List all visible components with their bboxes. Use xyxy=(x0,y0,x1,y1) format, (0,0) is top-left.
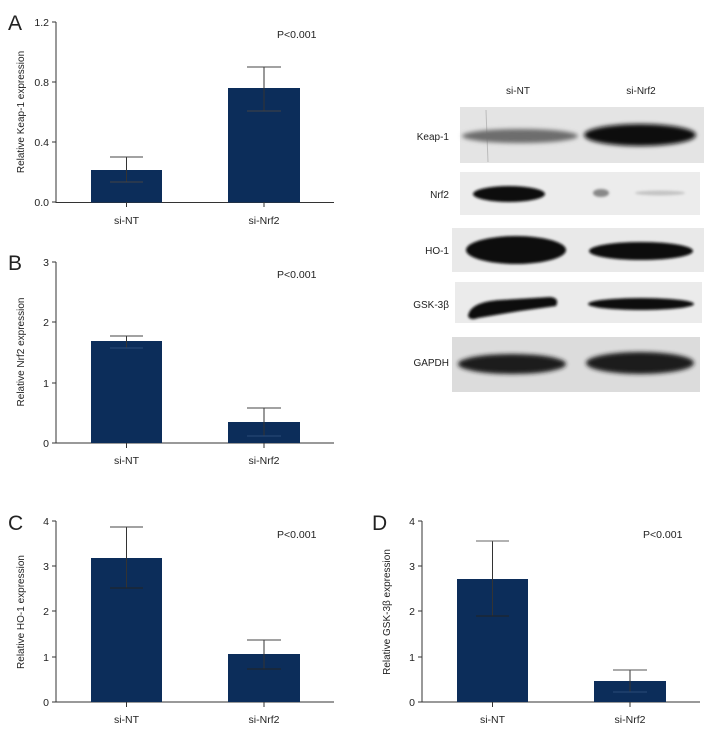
panel-letter-c: C xyxy=(8,512,23,535)
y-tick-label: 1 xyxy=(43,652,49,664)
y-axis-label-a: Relative Keap-1 expression xyxy=(16,51,27,173)
panel-letter-a: A xyxy=(8,12,22,35)
blot-band-label: GAPDH xyxy=(413,358,449,369)
blot-row-gapdh: GAPDH xyxy=(413,337,700,392)
blot-row-gsk3b: GSK-3β xyxy=(413,282,702,323)
y-tick-label: 2 xyxy=(43,606,49,618)
blot-lane-label: si-Nrf2 xyxy=(626,86,656,97)
x-category-label: si-NT xyxy=(114,714,140,726)
blot-band-label: Nrf2 xyxy=(430,190,449,201)
y-tick-label: 4 xyxy=(43,516,49,528)
panel-letter-b: B xyxy=(8,252,22,275)
chart-panel-b: B Relative Nrf2 expression P<0.001 3 2 1… xyxy=(8,252,334,467)
y-tick-label: 0.8 xyxy=(34,77,49,89)
y-axis-a: 1.2 0.8 0.4 0.0 xyxy=(34,17,57,209)
bar-si-nrf2-b xyxy=(228,407,300,448)
y-tick-label: 1 xyxy=(43,378,49,390)
y-axis-c: 4 3 2 1 0 xyxy=(43,516,57,709)
p-value-c: P<0.001 xyxy=(277,529,317,541)
x-category-label: si-Nrf2 xyxy=(249,455,280,467)
bar-si-nt-d xyxy=(457,540,528,707)
bar-si-nt-b xyxy=(91,335,162,448)
p-value-a: P<0.001 xyxy=(277,29,317,41)
blot-band-label: GSK-3β xyxy=(413,300,449,311)
panel-letter-d: D xyxy=(372,512,387,535)
chart-panel-a: A Relative Keap-1 expression P<0.001 1.2… xyxy=(8,12,334,227)
x-category-label: si-NT xyxy=(114,215,140,227)
blot-row-ho1: HO-1 xyxy=(425,228,704,272)
y-tick-label: 1.2 xyxy=(34,17,49,29)
x-category-label: si-NT xyxy=(114,455,140,467)
blot-band-label: HO-1 xyxy=(425,246,449,257)
x-category-label: si-NT xyxy=(480,714,506,726)
y-tick-label: 3 xyxy=(43,257,49,269)
western-blot-panel: si-NT si-Nrf2 Keap-1 Nrf2 HO-1 GSK-3β xyxy=(413,86,704,392)
y-axis-label-b: Relative Nrf2 expression xyxy=(16,298,27,407)
chart-panel-c: C Relative HO-1 expression P<0.001 4 3 2… xyxy=(8,512,334,726)
y-tick-label: 0.4 xyxy=(34,137,49,149)
blot-lane-label: si-NT xyxy=(506,86,530,97)
y-axis-label-d: Relative GSK-3β expression xyxy=(382,549,393,675)
bar-si-nt-c xyxy=(91,526,162,707)
y-tick-label: 2 xyxy=(409,606,415,618)
y-tick-label: 3 xyxy=(43,561,49,573)
bar-si-nrf2-c xyxy=(228,639,300,707)
bar-si-nrf2-a xyxy=(228,66,300,207)
y-axis-d: 4 3 2 1 0 xyxy=(409,516,423,709)
blot-row-nrf2: Nrf2 xyxy=(430,172,700,215)
x-category-label: si-Nrf2 xyxy=(615,714,646,726)
y-axis-b: 3 2 1 0 xyxy=(43,257,57,450)
y-tick-label: 2 xyxy=(43,317,49,329)
p-value-d: P<0.001 xyxy=(643,529,683,541)
bar-si-nrf2-d xyxy=(594,669,666,707)
y-tick-label: 1 xyxy=(409,652,415,664)
blot-band-label: Keap-1 xyxy=(417,132,450,143)
y-tick-label: 0.0 xyxy=(34,197,49,209)
y-tick-label: 0 xyxy=(409,697,415,709)
y-tick-label: 0 xyxy=(43,438,49,450)
y-tick-label: 0 xyxy=(43,697,49,709)
chart-panel-d: D Relative GSK-3β expression P<0.001 4 3… xyxy=(372,512,700,726)
y-axis-label-c: Relative HO-1 expression xyxy=(16,555,27,669)
p-value-b: P<0.001 xyxy=(277,269,317,281)
y-tick-label: 3 xyxy=(409,561,415,573)
x-category-label: si-Nrf2 xyxy=(249,215,280,227)
x-category-label: si-Nrf2 xyxy=(249,714,280,726)
y-tick-label: 4 xyxy=(409,516,415,528)
bar-si-nt-a xyxy=(91,156,162,207)
blot-row-keap1: Keap-1 xyxy=(417,107,704,163)
